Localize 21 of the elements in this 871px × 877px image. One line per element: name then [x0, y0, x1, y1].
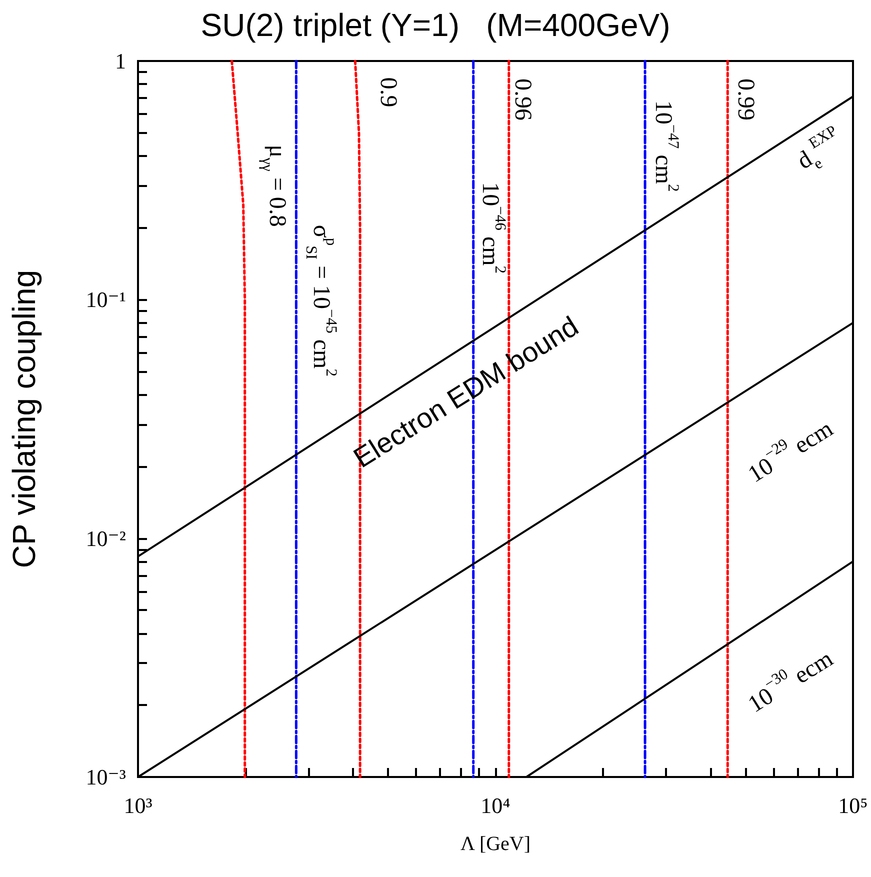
y-tick-label: 10⁻¹ — [86, 287, 126, 312]
chart-title: SU(2) triplet (Y=1) (M=400GeV) — [200, 7, 670, 43]
annotation: 0.9 — [374, 77, 401, 108]
annotation: 10−46 cm2 — [476, 182, 508, 274]
annotation: μγγ = 0.8 — [258, 144, 290, 227]
annotation: 0.99 — [732, 78, 758, 120]
annotation: deEXP — [792, 122, 840, 175]
y-tick-label: 10⁻³ — [86, 764, 126, 790]
line-series — [230, 60, 246, 778]
annotation: 10−29 ecm — [744, 416, 838, 488]
annotation: 10−30 ecm — [744, 646, 838, 718]
x-axis-title: Λ [GeV] — [460, 833, 531, 855]
annotation: σpSI = 10−45 cm2 — [302, 224, 340, 377]
x-tick-label: 10⁴ — [480, 793, 511, 818]
y-tick-label: 1 — [115, 48, 126, 74]
y-axis-title: CP violating coupling — [6, 270, 42, 568]
annotation: 0.96 — [510, 78, 536, 120]
x-tick-label: 10³ — [124, 793, 153, 818]
x-tick-label: 10⁵ — [838, 793, 868, 818]
annotation: 10−47 cm2 — [650, 100, 682, 192]
y-tick-label: 10⁻² — [86, 526, 126, 551]
